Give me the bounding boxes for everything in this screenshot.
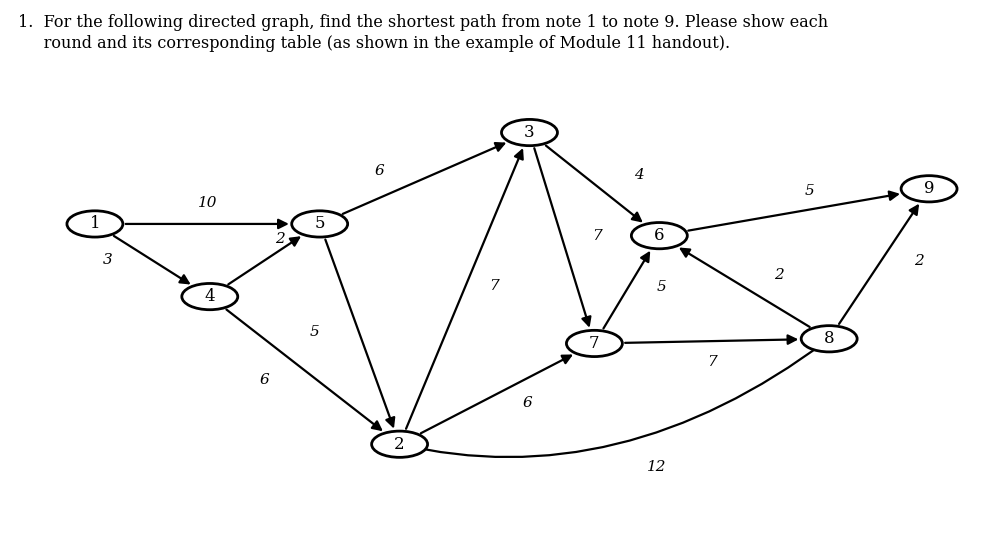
Circle shape: [182, 283, 238, 310]
Circle shape: [372, 431, 428, 457]
Text: 3: 3: [103, 253, 112, 267]
Circle shape: [67, 211, 123, 237]
Circle shape: [292, 211, 348, 237]
Text: 6: 6: [260, 373, 270, 387]
Text: 7: 7: [490, 279, 500, 293]
Text: round and its corresponding table (as shown in the example of Module 11 handout): round and its corresponding table (as sh…: [18, 35, 730, 52]
Text: 4: 4: [634, 168, 644, 181]
Text: 1: 1: [90, 215, 100, 232]
Circle shape: [631, 222, 687, 249]
Text: 7: 7: [707, 355, 716, 369]
Text: 4: 4: [205, 288, 215, 305]
Text: 1.  For the following directed graph, find the shortest path from note 1 to note: 1. For the following directed graph, fin…: [18, 14, 828, 31]
Text: 2: 2: [914, 255, 924, 269]
Text: 10: 10: [198, 196, 217, 210]
Text: 6: 6: [522, 396, 531, 410]
Text: 5: 5: [657, 280, 666, 294]
Text: 2: 2: [395, 436, 405, 453]
Text: 5: 5: [315, 215, 325, 232]
Circle shape: [501, 119, 557, 146]
Text: 8: 8: [824, 330, 834, 347]
Text: 2: 2: [275, 232, 285, 246]
Text: 5: 5: [804, 184, 814, 198]
Text: 6: 6: [654, 227, 664, 244]
Text: 7: 7: [589, 335, 599, 352]
Text: 5: 5: [310, 325, 320, 339]
Circle shape: [801, 326, 857, 352]
Circle shape: [901, 175, 957, 202]
Circle shape: [566, 330, 622, 356]
Text: 7: 7: [592, 229, 601, 243]
Text: 12: 12: [647, 460, 666, 474]
Text: 3: 3: [524, 124, 534, 141]
FancyArrowPatch shape: [400, 340, 827, 457]
Text: 6: 6: [375, 164, 385, 178]
Text: 9: 9: [924, 180, 934, 197]
Text: 2: 2: [774, 269, 784, 282]
